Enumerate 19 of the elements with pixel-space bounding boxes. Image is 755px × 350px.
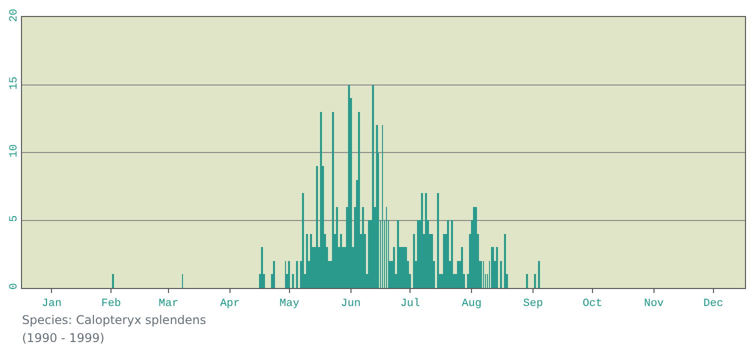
y-tick-label: 5 <box>8 215 21 222</box>
x-tick-label: Aug <box>462 298 482 310</box>
x-tick-label: Feb <box>101 298 122 310</box>
y-tick-label: 15 <box>8 76 21 90</box>
x-tick-label: Dec <box>703 298 724 310</box>
x-tick-label: Sep <box>523 298 543 310</box>
y-tick-label: 20 <box>8 8 21 22</box>
x-tick-label: Jul <box>400 298 420 310</box>
x-tick-label: Apr <box>220 298 240 310</box>
text: (1990 - 1999) <box>22 331 104 345</box>
x-tick-label: Nov <box>644 298 664 310</box>
text: Species: Calopteryx splendens <box>22 313 206 327</box>
x-tick-label: Mar <box>158 298 178 310</box>
y-tick-label: 0 <box>8 283 21 290</box>
x-tick-label: Jan <box>42 298 62 310</box>
x-tick-label: May <box>280 298 300 310</box>
y-tick-label: 10 <box>8 144 21 158</box>
x-tick-label: Jun <box>340 298 361 310</box>
x-tick-label: Oct <box>582 298 602 310</box>
